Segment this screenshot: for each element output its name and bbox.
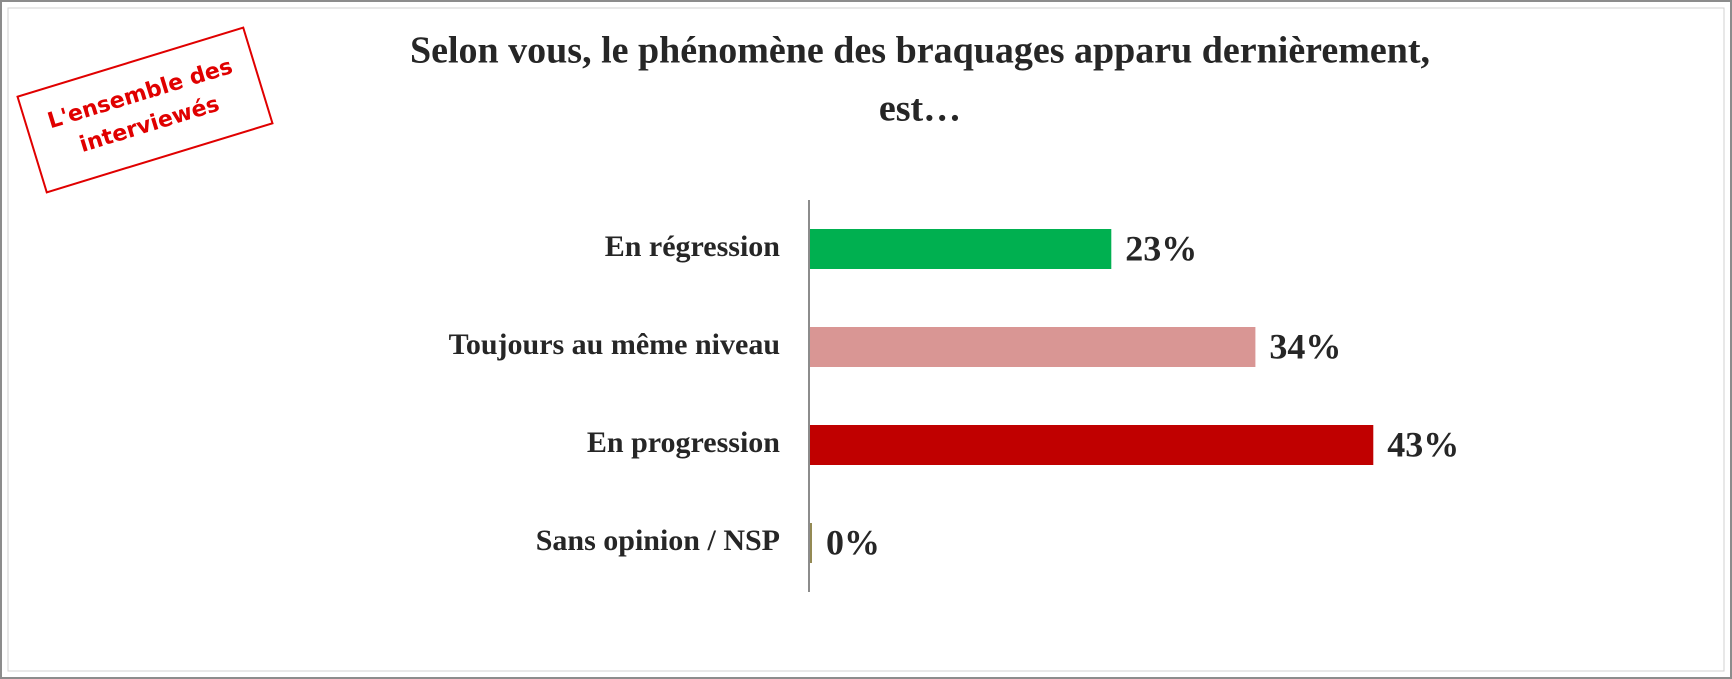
chart-title: est… (879, 88, 961, 130)
value-label: 43% (1387, 424, 1459, 464)
value-label: 23% (1125, 228, 1197, 268)
bar (810, 425, 1374, 465)
stamp-box (16, 26, 274, 194)
category-label: En régression (605, 230, 781, 263)
bar (810, 327, 1256, 367)
bar (810, 229, 1112, 269)
category-label: Toujours au même niveau (449, 328, 780, 361)
value-label: 34% (1269, 326, 1341, 366)
bar (810, 523, 812, 563)
stamp: L'ensemble des interviewés (16, 26, 274, 194)
chart-title: Selon vous, le phénomène des braquages a… (410, 30, 1430, 72)
inner-frame (7, 7, 1725, 672)
category-label: Sans opinion / NSP (536, 524, 780, 557)
value-label: 0% (826, 522, 880, 562)
category-label: En progression (587, 426, 780, 459)
